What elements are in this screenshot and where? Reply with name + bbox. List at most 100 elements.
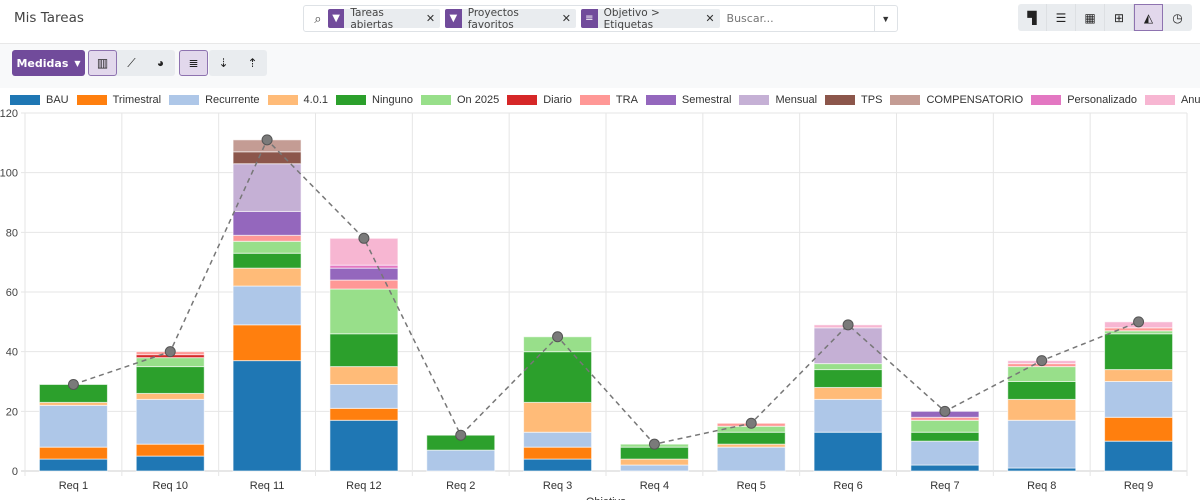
bar-segment[interactable] [619,464,689,472]
bar-segment[interactable] [1007,381,1077,400]
bar-segment[interactable] [232,285,302,326]
bar-segment[interactable] [813,386,883,400]
remove-facet-icon[interactable]: ✕ [425,12,436,25]
bar-segment[interactable] [329,279,399,290]
legend-item[interactable]: COMPENSATORIO [890,94,1023,106]
sum-point[interactable] [648,438,660,450]
bar-segment[interactable] [910,440,980,466]
bar-segment[interactable] [135,366,205,394]
bar-segment[interactable] [523,458,593,472]
graph-view-button[interactable]: ◭ [1134,4,1163,31]
sum-point[interactable] [939,405,951,417]
bar-segment[interactable] [813,363,883,371]
kanban-view-button[interactable]: ▜ [1018,4,1047,31]
bar-segment[interactable] [232,240,302,254]
bar-segment[interactable] [813,369,883,388]
sum-point[interactable] [261,134,273,146]
bar-segment[interactable] [232,151,302,165]
sum-point[interactable] [1036,355,1048,367]
bar-segment[interactable] [232,163,302,212]
sum-point[interactable] [745,417,757,429]
sum-point[interactable] [455,429,467,441]
list-view-button[interactable]: ☰ [1047,4,1076,31]
search-input[interactable] [724,7,874,30]
measures-dropdown[interactable]: Medidas ▼ [12,50,85,76]
bar-segment[interactable] [813,398,883,433]
legend-item[interactable]: Mensual [739,94,817,106]
bar-segment[interactable] [135,443,205,457]
bar-segment[interactable] [716,431,786,445]
bar-segment[interactable] [135,455,205,472]
sum-point[interactable] [1133,316,1145,328]
bar-segment[interactable] [523,351,593,403]
pivot-view-button[interactable]: ⊞ [1105,4,1134,31]
legend-item[interactable]: Trimestral [76,94,161,106]
bar-segment[interactable] [910,419,980,433]
search-options-toggle[interactable]: ▼ [873,6,897,31]
calendar-view-button[interactable]: ▦ [1076,4,1105,31]
bar-segment[interactable] [910,464,980,472]
activity-view-button[interactable]: ◷ [1163,4,1192,31]
legend-item[interactable]: TPS [825,94,882,106]
bar-segment[interactable] [135,357,205,368]
remove-facet-icon[interactable]: ✕ [705,12,715,25]
bar-segment[interactable] [1104,333,1174,371]
sum-point[interactable] [67,378,79,390]
sum-point[interactable] [164,346,176,358]
bar-segment[interactable] [135,398,205,445]
search-bar[interactable]: ⌕ ▼ Tareas abiertas ✕ ▼ Proyectos favori… [303,5,898,32]
legend-item[interactable]: Diario [507,94,572,106]
bar-segment[interactable] [523,431,593,448]
bar-segment[interactable] [1007,366,1077,383]
sort-ascending-button[interactable]: ⇡ [238,50,267,76]
bar-segment[interactable] [1104,381,1174,418]
bar-segment[interactable] [910,431,980,442]
bar-segment[interactable] [329,366,399,385]
legend-item[interactable]: 4.0.1 [267,94,328,106]
bar-segment[interactable] [232,324,302,362]
legend-item[interactable]: Ninguno [336,94,413,106]
bar-segment[interactable] [523,401,593,433]
bar-segment[interactable] [716,446,786,472]
bar-segment[interactable] [232,252,302,269]
bar-segment[interactable] [329,407,399,421]
sum-point[interactable] [842,319,854,331]
legend-item[interactable]: BAU [10,94,69,106]
bar-segment[interactable] [426,449,496,472]
legend-item[interactable]: Personalizado [1031,94,1137,106]
legend-item[interactable]: Semestral [645,94,731,106]
search-icon[interactable]: ⌕ [314,10,322,26]
sum-point[interactable] [358,232,370,244]
sort-descending-button[interactable]: ⇣ [209,50,238,76]
sum-point[interactable] [552,331,564,343]
bar-segment[interactable] [329,333,399,368]
bar-segment[interactable] [329,267,399,281]
pie-chart-button[interactable]: ◕ [146,50,175,76]
bar-segment[interactable] [135,392,205,400]
legend-item[interactable]: On 2025 [420,94,499,106]
bar-segment[interactable] [523,446,593,460]
bar-segment[interactable] [1007,419,1077,469]
legend-item[interactable]: Anual [1144,94,1200,106]
remove-facet-icon[interactable]: ✕ [561,12,571,25]
bar-segment[interactable] [1104,416,1174,442]
legend-item[interactable]: Recurrente [169,94,260,106]
bar-segment[interactable] [232,267,302,287]
bar-segment[interactable] [232,360,302,472]
bar-segment[interactable] [329,419,399,472]
bar-segment[interactable] [619,458,689,466]
bar-segment[interactable] [1104,369,1174,383]
bar-segment[interactable] [329,383,399,409]
bar-segment[interactable] [329,288,399,335]
bar-segment[interactable] [38,404,108,448]
bar-segment[interactable] [232,234,302,242]
bar-segment[interactable] [232,210,302,236]
bar-segment[interactable] [1007,398,1077,421]
line-chart-button[interactable]: ⟋ [117,50,146,76]
bar-segment[interactable] [38,458,108,472]
bar-segment[interactable] [1104,440,1174,472]
bar-segment[interactable] [38,446,108,460]
legend-item[interactable]: TRA [579,94,638,106]
bar-chart-button[interactable]: ▥ [88,50,117,76]
stacked-button[interactable]: ≣ [179,50,208,76]
